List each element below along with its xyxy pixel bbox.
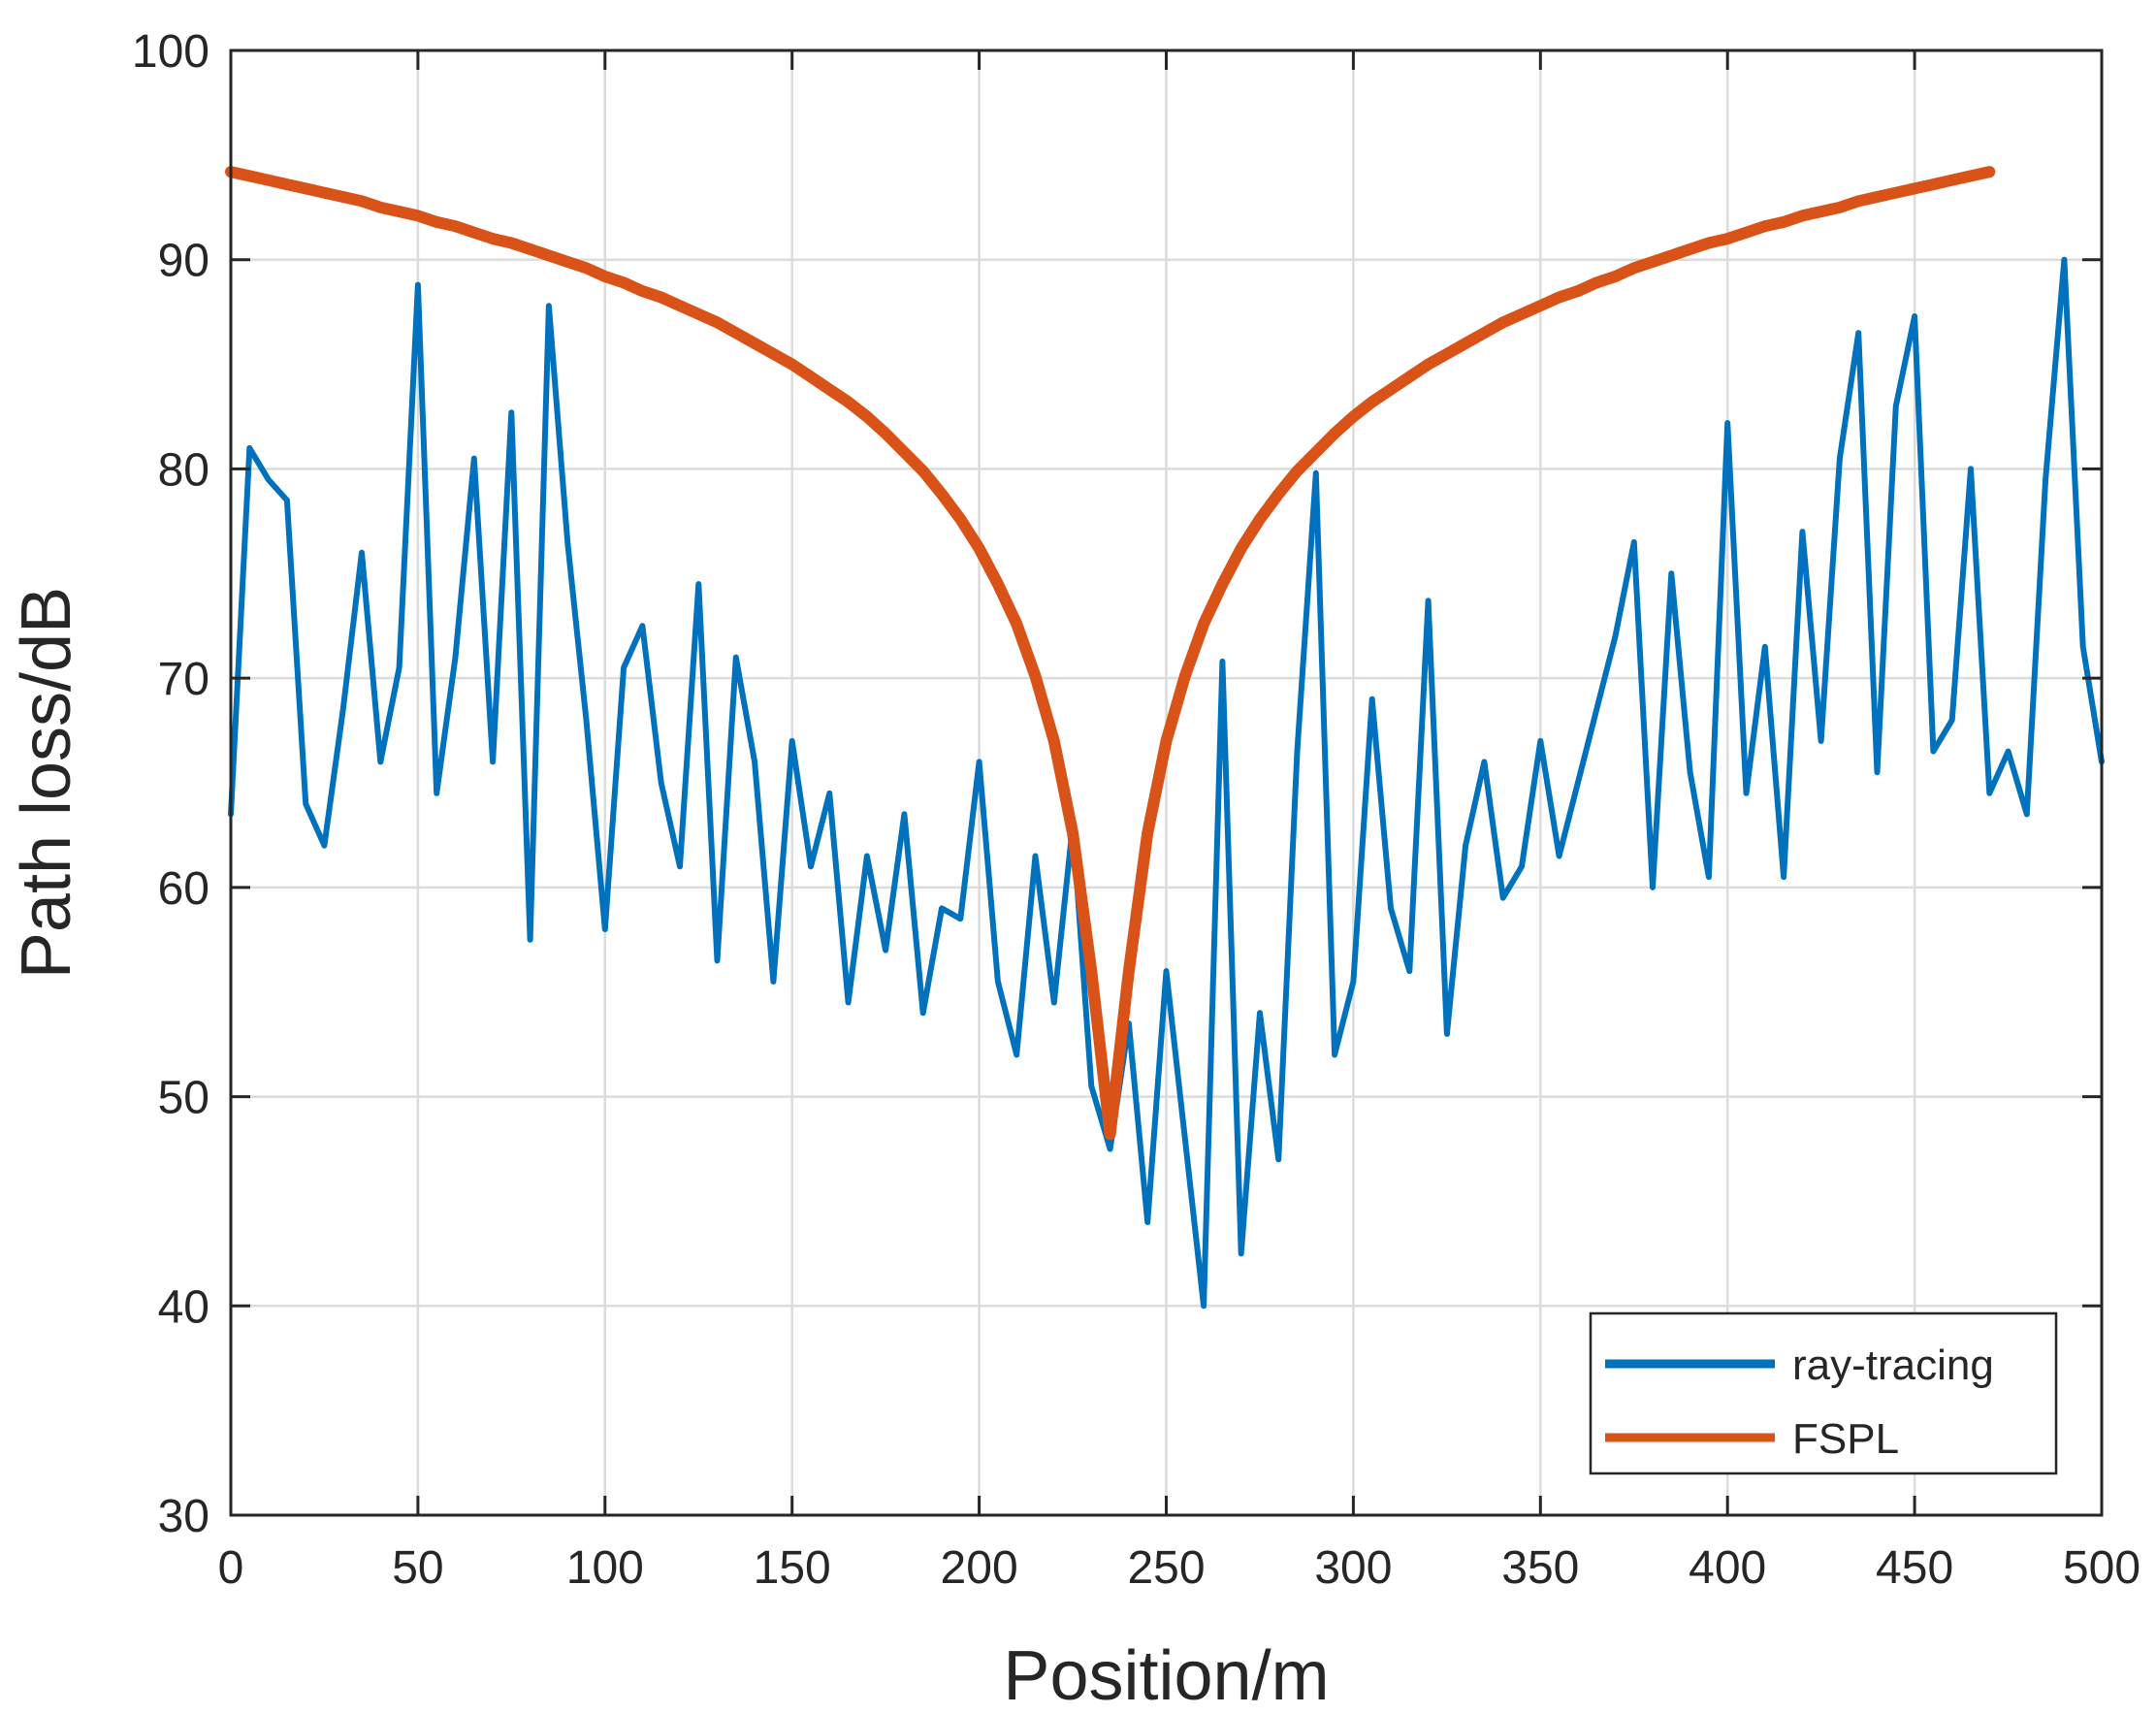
- series-line-fspl: [225, 166, 1996, 1141]
- legend-box: [1589, 1311, 2058, 1475]
- y-tick-label: 90: [158, 236, 209, 287]
- x-tick-label: 200: [941, 1542, 1018, 1594]
- series-layer: [225, 166, 2105, 1310]
- x-tick-label: 300: [1314, 1542, 1392, 1594]
- y-tick-label: 70: [158, 654, 209, 705]
- x-tick-label: 350: [1501, 1542, 1579, 1594]
- x-tick-label: 150: [754, 1542, 831, 1594]
- x-tick-label: 0: [218, 1542, 244, 1594]
- x-tick-label: 250: [1127, 1542, 1205, 1594]
- x-axis-title: Position/m: [1003, 1637, 1329, 1714]
- y-axis-title: Path loss/dB: [8, 587, 85, 979]
- x-tick-label: 450: [1876, 1542, 1953, 1594]
- y-tick-label: 30: [158, 1491, 209, 1542]
- y-tick-label: 60: [158, 863, 209, 915]
- x-tick-label: 50: [392, 1542, 443, 1594]
- y-tick-label: 100: [132, 26, 209, 78]
- ticks: 0 50 100 150 200 250 300 350 400 450 500 30 40 50 60 70…: [132, 26, 2140, 1594]
- grid: [231, 50, 2102, 1515]
- legend-label-fspl: FSPL: [1792, 1415, 1899, 1463]
- y-tick-label: 40: [158, 1281, 209, 1333]
- x-tick-label: 500: [2063, 1542, 2140, 1594]
- x-tick-label: 100: [566, 1542, 644, 1594]
- legend-label-ray-tracing: ray-tracing: [1792, 1342, 1994, 1389]
- x-tick-label: 400: [1689, 1542, 1766, 1594]
- y-tick-label: 50: [158, 1073, 209, 1124]
- series-line-ray-tracing: [228, 256, 2105, 1310]
- y-tick-label: 80: [158, 444, 209, 496]
- legend: ray-tracing FSPL: [1589, 1311, 2058, 1475]
